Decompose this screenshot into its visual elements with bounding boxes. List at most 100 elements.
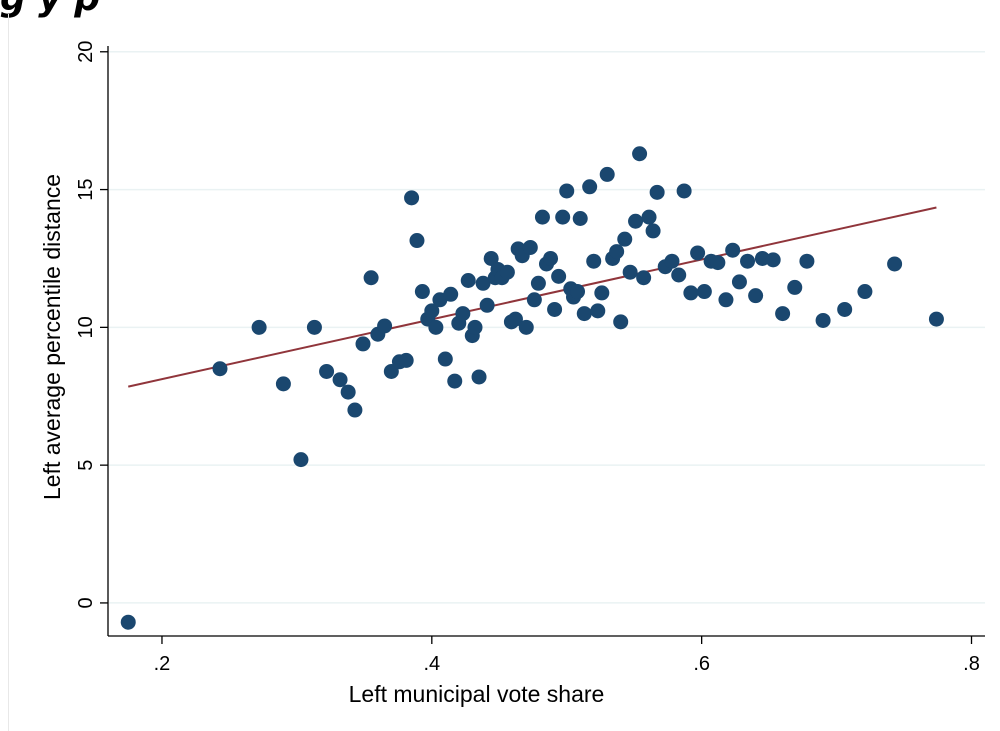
scatter-point xyxy=(212,361,228,377)
scatter-point xyxy=(555,209,571,225)
scatter-point xyxy=(479,297,495,313)
y-tick-label: 15 xyxy=(75,178,97,200)
scatter-point xyxy=(340,384,356,400)
scatter-point xyxy=(775,306,791,322)
scatter-point xyxy=(460,273,476,289)
scatter-point xyxy=(718,292,734,308)
scatter-point xyxy=(306,319,322,335)
scatter-point xyxy=(455,306,471,322)
scatter-point xyxy=(765,252,781,268)
axes xyxy=(100,46,985,644)
scatter-point xyxy=(887,256,903,272)
scatter-point xyxy=(526,292,542,308)
scatter-point xyxy=(518,319,534,335)
x-axis-title: Left municipal vote share xyxy=(349,681,605,707)
scatter-point xyxy=(475,275,491,291)
points-layer xyxy=(120,146,944,630)
scatter-point xyxy=(710,255,726,271)
scatter-point xyxy=(748,288,764,304)
x-tick-label: .2 xyxy=(154,653,171,675)
clipped-title-area: g y p xyxy=(0,0,1000,36)
scatter-point xyxy=(293,452,309,468)
grid-lines xyxy=(109,51,985,604)
x-tick-label: .6 xyxy=(693,653,710,675)
scatter-point xyxy=(530,275,546,291)
scatter-point xyxy=(676,183,692,199)
scatter-point xyxy=(628,213,644,229)
scatter-point xyxy=(414,284,430,300)
scatter-point xyxy=(649,184,665,200)
scatter-point xyxy=(483,250,499,266)
scatter-point xyxy=(725,242,741,258)
scatter-point xyxy=(857,284,873,300)
scatter-point xyxy=(671,267,687,283)
scatter-point xyxy=(645,223,661,239)
scatter-point xyxy=(443,286,459,302)
x-tick-label: .8 xyxy=(963,653,980,675)
y-tick-label: 0 xyxy=(75,597,97,608)
scatter-point xyxy=(731,274,747,290)
scatter-point xyxy=(928,311,944,327)
page-title: g y p xyxy=(0,0,1000,36)
plot-frame xyxy=(8,14,999,731)
scatter-point xyxy=(617,231,633,247)
scatter-point xyxy=(522,239,538,255)
scatter-point xyxy=(622,264,638,280)
scatter-point xyxy=(398,352,414,368)
x-tick-label: .4 xyxy=(423,653,440,675)
scatter-point xyxy=(404,190,420,206)
scatter-point xyxy=(363,270,379,286)
scatter-point xyxy=(787,279,803,295)
scatter-point xyxy=(499,264,515,280)
scatter-point xyxy=(559,183,575,199)
scatter-point xyxy=(377,318,393,334)
scatter-point xyxy=(599,166,615,182)
scatter-point xyxy=(347,402,363,418)
scatter-point xyxy=(576,306,592,322)
scatter-point xyxy=(424,303,440,319)
scatter-point xyxy=(251,319,267,335)
scatter-point xyxy=(447,373,463,389)
scatter-point xyxy=(613,314,629,330)
scatter-point xyxy=(467,319,483,335)
scatter-point xyxy=(428,319,444,335)
scatter-point xyxy=(815,312,831,328)
scatter-point xyxy=(543,250,559,266)
y-axis-title: Left average percentile distance xyxy=(39,174,65,500)
scatter-point xyxy=(594,285,610,301)
scatter-point xyxy=(641,209,657,225)
scatter-point xyxy=(572,211,588,227)
scatter-point xyxy=(507,311,523,327)
scatter-point xyxy=(547,301,563,317)
scatter-point xyxy=(471,369,487,385)
scatter-point xyxy=(120,614,136,630)
scatter-point xyxy=(332,372,348,388)
scatter-point xyxy=(837,301,853,317)
scatter-point xyxy=(690,245,706,261)
scatter-point xyxy=(696,284,712,300)
tick-labels: 0 5 10 15 20 .2 .4 .6 .8 xyxy=(75,41,980,675)
scatter-point xyxy=(799,253,815,269)
scatter-point xyxy=(636,270,652,286)
scatter-point xyxy=(664,253,680,269)
scatter-point xyxy=(355,336,371,352)
scatter-point xyxy=(586,253,602,269)
scatter-point xyxy=(534,209,550,225)
scatter-point xyxy=(609,244,625,260)
scatter-point xyxy=(683,285,699,301)
scatter-point xyxy=(437,351,453,367)
y-tick-label: 10 xyxy=(75,316,97,338)
scatter-point xyxy=(551,268,567,284)
scatter-point xyxy=(570,284,586,300)
scatter-point xyxy=(740,253,756,269)
scatter-point xyxy=(319,363,335,379)
scatter-point xyxy=(582,179,598,195)
scatter-point xyxy=(632,146,648,162)
y-tick-label: 5 xyxy=(75,460,97,471)
scatter-point xyxy=(590,303,606,319)
scatter-point xyxy=(409,233,425,249)
y-tick-label: 20 xyxy=(75,41,97,63)
scatter-point xyxy=(275,376,291,392)
